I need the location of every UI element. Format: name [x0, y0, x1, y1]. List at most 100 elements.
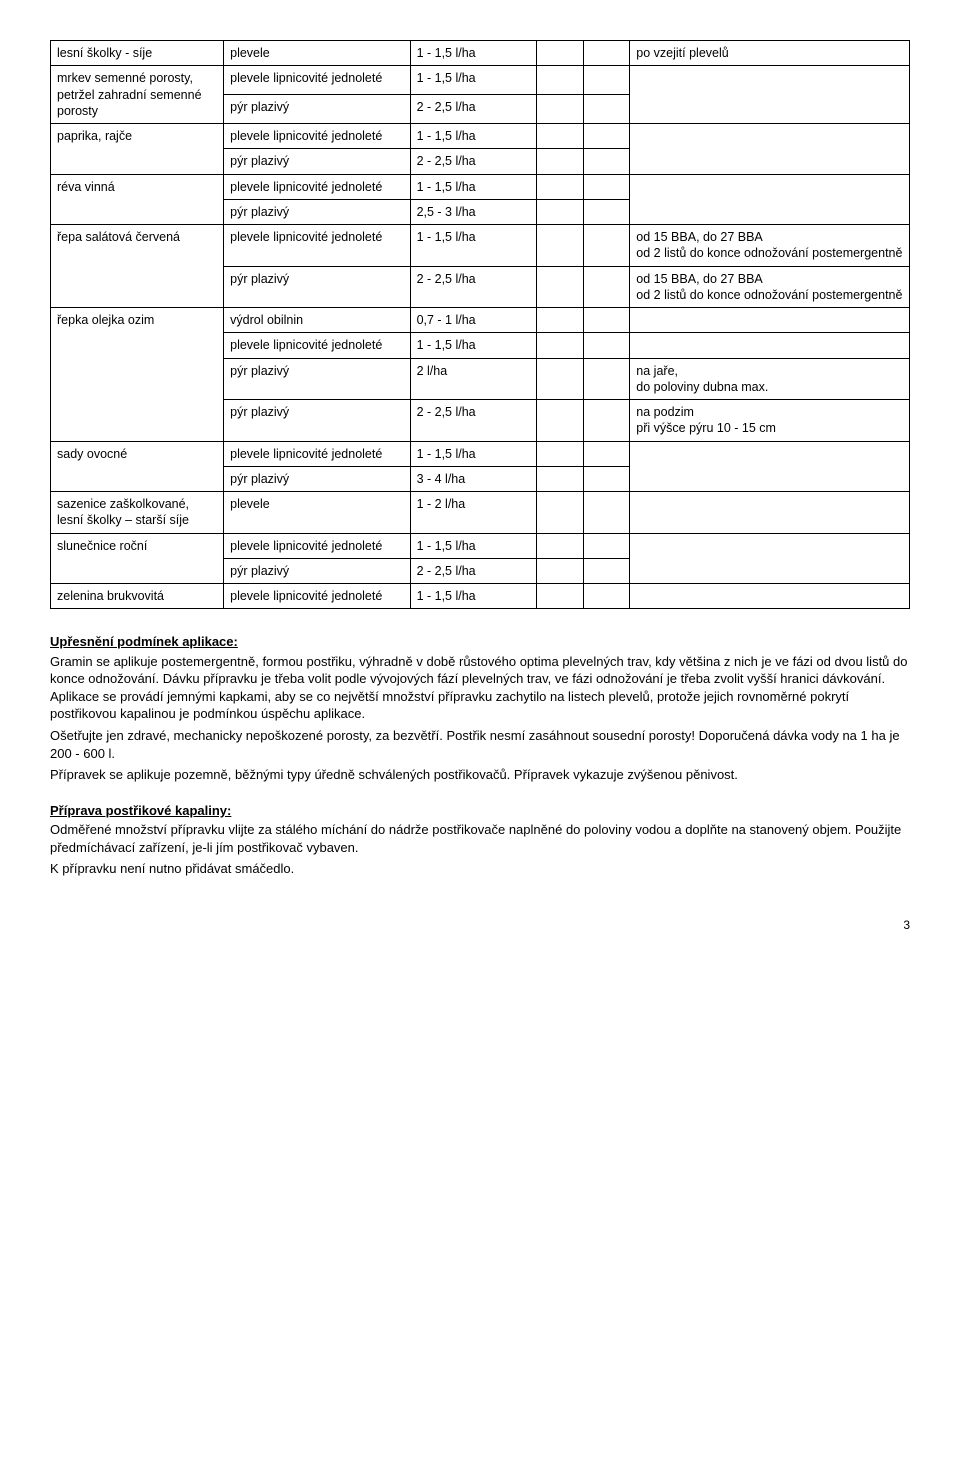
table-cell — [583, 308, 630, 333]
table-cell: 1 - 1,5 l/ha — [410, 441, 537, 466]
table-cell — [583, 266, 630, 308]
table-cell: řepa salátová červená — [51, 225, 224, 308]
table-cell: 2,5 - 3 l/ha — [410, 199, 537, 224]
table-row: sady ovocnéplevele lipnicovité jednoleté… — [51, 441, 910, 466]
table-cell: 1 - 1,5 l/ha — [410, 533, 537, 558]
table-row: sazenice zaškolkované, lesní školky – st… — [51, 492, 910, 534]
table-cell: pýr plazivý — [224, 266, 410, 308]
table-cell — [537, 266, 584, 308]
application-table: lesní školky - síjeplevele1 - 1,5 l/hapo… — [50, 40, 910, 609]
table-cell: plevele lipnicovité jednoleté — [224, 225, 410, 267]
table-cell — [630, 441, 910, 492]
table-cell — [630, 66, 910, 124]
table-cell: 1 - 1,5 l/ha — [410, 174, 537, 199]
table-cell — [630, 124, 910, 175]
table-cell — [537, 41, 584, 66]
table-cell — [583, 441, 630, 466]
table-cell: plevele — [224, 492, 410, 534]
table-cell: mrkev semenné porosty, petržel zahradní … — [51, 66, 224, 124]
table-cell — [583, 358, 630, 400]
table-cell: 1 - 1,5 l/ha — [410, 225, 537, 267]
table-cell — [537, 441, 584, 466]
table-cell — [537, 66, 584, 95]
table-cell — [537, 199, 584, 224]
table-cell — [583, 41, 630, 66]
table-cell — [537, 149, 584, 174]
table-cell: pýr plazivý — [224, 466, 410, 491]
table-cell — [583, 95, 630, 124]
section2-title: Příprava postřikové kapaliny: — [50, 802, 910, 820]
table-cell: 0,7 - 1 l/ha — [410, 308, 537, 333]
table-row: zelenina brukvovitáplevele lipnicovité j… — [51, 584, 910, 609]
table-cell: 2 - 2,5 l/ha — [410, 400, 537, 442]
table-cell — [537, 308, 584, 333]
table-cell: 2 l/ha — [410, 358, 537, 400]
section1-p2: Ošetřujte jen zdravé, mechanicky nepoško… — [50, 727, 910, 762]
table-cell: řepka olejka ozim — [51, 308, 224, 442]
page-number: 3 — [50, 918, 910, 932]
table-cell: 1 - 1,5 l/ha — [410, 333, 537, 358]
table-cell: plevele — [224, 41, 410, 66]
table-cell — [630, 333, 910, 358]
table-cell: 1 - 1,5 l/ha — [410, 41, 537, 66]
table-cell: plevele lipnicovité jednoleté — [224, 124, 410, 149]
table-cell: pýr plazivý — [224, 199, 410, 224]
table-row: slunečnice ročníplevele lipnicovité jedn… — [51, 533, 910, 558]
table-cell — [537, 95, 584, 124]
table-row: lesní školky - síjeplevele1 - 1,5 l/ha po… — [51, 41, 910, 66]
table-cell — [537, 584, 584, 609]
table-cell — [583, 199, 630, 224]
table-cell: po vzejití plevelů — [630, 41, 910, 66]
table-cell — [537, 225, 584, 267]
table-cell — [630, 492, 910, 534]
table-cell: na podzimpři výšce pýru 10 - 15 cm — [630, 400, 910, 442]
table-cell — [630, 308, 910, 333]
table-cell — [537, 174, 584, 199]
table-row: mrkev semenné porosty, petržel zahradní … — [51, 66, 910, 95]
table-cell: od 15 BBA, do 27 BBAod 2 listů do konce … — [630, 225, 910, 267]
table-cell: 2 - 2,5 l/ha — [410, 558, 537, 583]
table-cell — [630, 584, 910, 609]
table-cell — [583, 558, 630, 583]
section1-title: Upřesnění podmínek aplikace: — [50, 633, 910, 651]
table-cell: slunečnice roční — [51, 533, 224, 584]
table-cell — [537, 400, 584, 442]
table-cell: 1 - 1,5 l/ha — [410, 584, 537, 609]
table-row: řepa salátová červenáplevele lipnicovité… — [51, 225, 910, 267]
table-cell — [537, 124, 584, 149]
table-cell: plevele lipnicovité jednoleté — [224, 174, 410, 199]
table-cell: 1 - 2 l/ha — [410, 492, 537, 534]
table-cell: na jaře,do poloviny dubna max. — [630, 358, 910, 400]
table-cell: pýr plazivý — [224, 95, 410, 124]
table-cell — [537, 333, 584, 358]
section1-p3: Přípravek se aplikuje pozemně, běžnými t… — [50, 766, 910, 784]
table-cell: 2 - 2,5 l/ha — [410, 95, 537, 124]
table-cell: výdrol obilnin — [224, 308, 410, 333]
table-cell: lesní školky - síje — [51, 41, 224, 66]
table-cell — [583, 533, 630, 558]
table-cell — [583, 492, 630, 534]
table-cell — [583, 400, 630, 442]
table-cell: 2 - 2,5 l/ha — [410, 149, 537, 174]
section2-p2: K přípravku není nutno přidávat smáčedlo… — [50, 860, 910, 878]
table-cell — [630, 533, 910, 584]
table-cell — [583, 225, 630, 267]
table-cell: pýr plazivý — [224, 149, 410, 174]
table-cell: sady ovocné — [51, 441, 224, 492]
table-cell: 3 - 4 l/ha — [410, 466, 537, 491]
table-row: paprika, rajčeplevele lipnicovité jednol… — [51, 124, 910, 149]
table-cell: 1 - 1,5 l/ha — [410, 124, 537, 149]
table-cell: plevele lipnicovité jednoleté — [224, 333, 410, 358]
table-cell — [537, 558, 584, 583]
table-row: řepka olejka ozimvýdrol obilnin0,7 - 1 l… — [51, 308, 910, 333]
table-cell — [583, 66, 630, 95]
table-cell — [583, 584, 630, 609]
table-cell: od 15 BBA, do 27 BBAod 2 listů do konce … — [630, 266, 910, 308]
table-cell: 1 - 1,5 l/ha — [410, 66, 537, 95]
table-cell — [583, 149, 630, 174]
table-cell: plevele lipnicovité jednoleté — [224, 584, 410, 609]
table-cell — [630, 174, 910, 225]
table-cell: sazenice zaškolkované, lesní školky – st… — [51, 492, 224, 534]
table-cell: pýr plazivý — [224, 358, 410, 400]
table-cell: réva vinná — [51, 174, 224, 225]
